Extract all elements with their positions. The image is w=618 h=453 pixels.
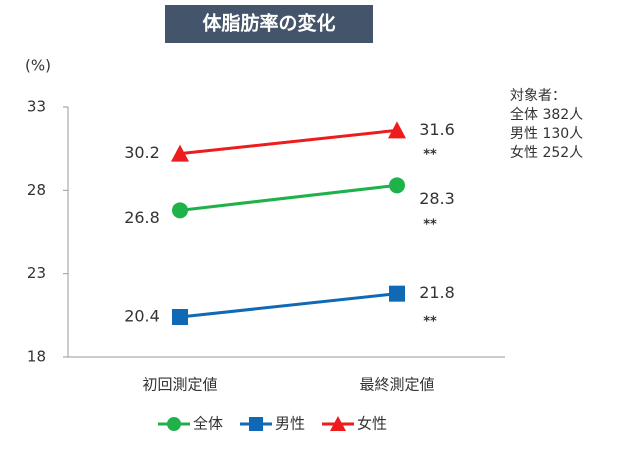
data-label: 31.6 <box>419 120 455 139</box>
x-tick-label: 最終測定値 <box>359 376 434 394</box>
y-tick-label: 18 <box>27 348 46 366</box>
data-label: 20.4 <box>124 307 160 326</box>
series-line <box>179 128 398 156</box>
note: 男性 130人 <box>510 126 583 142</box>
point <box>389 177 405 194</box>
legend-marker <box>330 416 346 431</box>
legend-marker <box>249 417 263 431</box>
data-label: 21.8 <box>419 283 455 302</box>
point <box>172 309 188 325</box>
point <box>389 285 405 302</box>
series-line <box>179 292 398 319</box>
legend-label: 女性 <box>357 415 387 433</box>
y-axis-label: (%) <box>25 57 51 75</box>
legend-marker <box>167 417 181 431</box>
y-tick-label: 23 <box>27 264 46 282</box>
point <box>388 121 406 139</box>
data-label: 28.3 <box>419 189 455 208</box>
legend-label: 男性 <box>275 415 305 433</box>
point <box>172 202 188 219</box>
x-tick-label: 初回測定値 <box>142 376 217 394</box>
title-box <box>165 5 373 43</box>
note: 女性 252人 <box>510 144 583 161</box>
data-label: 30.2 <box>124 143 160 162</box>
note: 対象者： <box>510 88 566 104</box>
y-tick-label: 28 <box>27 181 46 199</box>
point <box>171 144 189 162</box>
data-label: 26.8 <box>124 208 160 227</box>
legend-label: 全体 <box>193 415 223 433</box>
series-line <box>179 183 398 212</box>
annotation: ** <box>423 315 437 330</box>
chart-title: 体脂肪率の変化 <box>202 12 335 35</box>
annotation: ** <box>423 148 437 163</box>
note: 全体 382人 <box>510 106 583 123</box>
y-tick-label: 33 <box>27 98 46 116</box>
annotation: ** <box>423 218 437 233</box>
